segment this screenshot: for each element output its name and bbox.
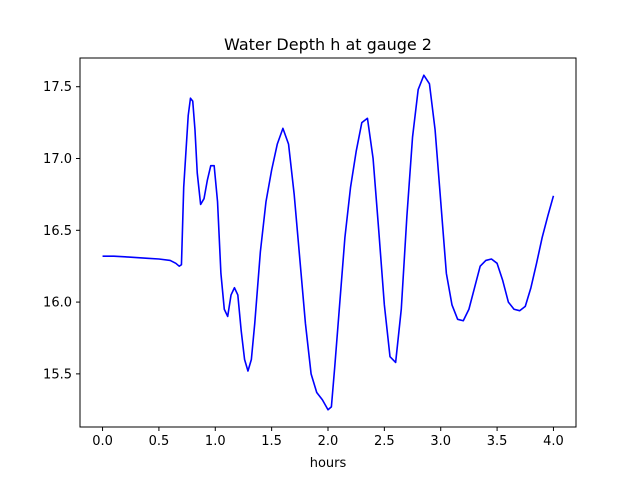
x-tick-label: 4.0 bbox=[543, 434, 564, 449]
x-tick-label: 2.5 bbox=[374, 434, 395, 449]
y-tick-label: 17.0 bbox=[43, 152, 72, 167]
x-tick-label: 2.0 bbox=[318, 434, 339, 449]
axes: 0.0 0.5 1.0 1.5 2.0 2.5 3.0 3.5 4.0 15.5 16.0 16.5 1… bbox=[43, 57, 577, 449]
x-axis-title: hours bbox=[310, 456, 347, 471]
y-tick-label: 16.0 bbox=[43, 296, 72, 311]
y-tick-label: 17.5 bbox=[43, 80, 72, 95]
x-tick-label: 3.5 bbox=[487, 434, 508, 449]
y-tick-label: 15.5 bbox=[43, 367, 72, 382]
x-tick-label: 3.0 bbox=[430, 434, 451, 449]
x-tick-label: 0.5 bbox=[149, 434, 170, 449]
plot-area bbox=[102, 74, 555, 411]
series-line-1 bbox=[102, 74, 555, 411]
x-tick-label: 1.5 bbox=[261, 434, 282, 449]
x-tick-label: 0.0 bbox=[92, 434, 113, 449]
x-tick-label: 1.0 bbox=[205, 434, 226, 449]
chart-title: Water Depth h at gauge 2 bbox=[224, 35, 432, 54]
y-tick-label: 16.5 bbox=[43, 224, 72, 239]
axes-frame bbox=[79, 57, 577, 428]
